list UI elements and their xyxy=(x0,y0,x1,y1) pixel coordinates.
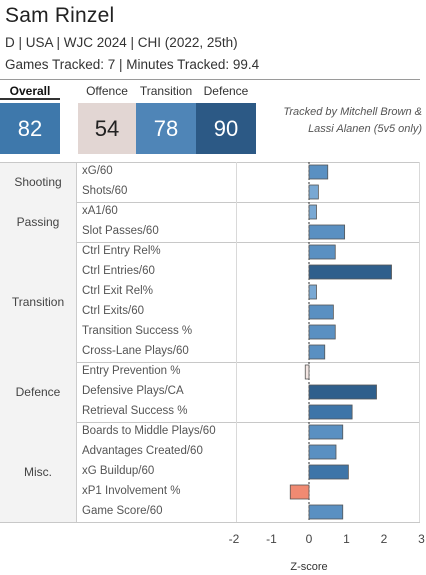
bar-slot-passes-60 xyxy=(308,224,346,240)
category-transition: Transition xyxy=(0,242,77,362)
score-value-overall: 82 xyxy=(0,103,60,154)
category-shooting: Shooting xyxy=(0,162,77,202)
bar-xg-buildup-60 xyxy=(308,464,349,480)
tracked-by-note: Tracked by Mitchell Brown & Lassi Alanen… xyxy=(283,106,422,135)
category-misc: Misc. xyxy=(0,422,77,522)
bar-cross-lane-plays-60 xyxy=(308,344,326,360)
x-axis-label: Z-score xyxy=(290,561,328,573)
group-separator xyxy=(0,202,420,203)
bar-advantages-created-60 xyxy=(308,444,337,460)
group-separator xyxy=(0,422,420,423)
bar-boards-to-middle-plays-60 xyxy=(308,424,344,440)
bar-game-score-60 xyxy=(308,504,344,520)
bar-entry-prevention xyxy=(304,364,310,380)
score-label-defence: Defence xyxy=(203,84,249,98)
bar-ctrl-exits-60 xyxy=(308,304,334,320)
group-separator xyxy=(0,522,420,523)
metric-label: Boards to Middle Plays/60 xyxy=(82,425,216,437)
plot-left-border xyxy=(236,162,237,522)
table-top-rule xyxy=(0,162,420,163)
bar-ctrl-entries-60 xyxy=(308,264,392,280)
group-separator xyxy=(0,362,420,363)
category-passing: Passing xyxy=(0,202,77,242)
metric-label: Ctrl Entries/60 xyxy=(82,265,155,277)
x-tick-label: 0 xyxy=(305,532,313,546)
bar-ctrl-entry-rel xyxy=(308,244,336,260)
score-value-defence: 90 xyxy=(196,103,256,154)
metric-label: xG/60 xyxy=(82,165,113,177)
metrics-table: Shooting xG/60 Shots/60 Passing xA1/60 Slot P… xyxy=(0,162,420,524)
bar-ctrl-exit-rel xyxy=(308,284,317,300)
metric-label: Advantages Created/60 xyxy=(82,445,203,457)
metric-label: Game Score/60 xyxy=(82,505,163,517)
metric-label: Ctrl Entry Rel% xyxy=(82,245,161,257)
bar-xg-60 xyxy=(308,164,329,180)
metric-label: Ctrl Exit Rel% xyxy=(82,285,153,297)
metric-label: Defensive Plays/CA xyxy=(82,385,184,397)
x-tick-label: 2 xyxy=(380,532,388,546)
bar-retrieval-success xyxy=(308,404,353,420)
group-separator xyxy=(0,242,420,243)
player-name: Sam Rinzel xyxy=(5,4,115,27)
x-tick-label: 3 xyxy=(418,532,425,546)
metric-label: Retrieval Success % xyxy=(82,405,188,417)
metric-label: xA1/60 xyxy=(82,205,118,217)
x-tick-label: -2 xyxy=(228,532,240,546)
score-value-transition: 78 xyxy=(136,103,196,154)
header-rule xyxy=(0,79,420,80)
bar-xa1-60 xyxy=(308,204,317,220)
score-label-transition: Transition xyxy=(139,84,193,98)
x-tick-label: 1 xyxy=(343,532,350,546)
bar-defensive-plays-ca xyxy=(308,384,377,400)
metric-label: xP1 Involvement % xyxy=(82,485,181,497)
tracking-info: Games Tracked: 7 | Minutes Tracked: 99.4 xyxy=(5,57,260,72)
score-value-offence: 54 xyxy=(78,103,136,154)
metric-label: Ctrl Exits/60 xyxy=(82,305,144,317)
metric-label: Entry Prevention % xyxy=(82,365,181,377)
metric-label: xG Buildup/60 xyxy=(82,465,155,477)
category-defence: Defence xyxy=(0,362,77,422)
bar-shots-60 xyxy=(308,184,319,200)
plot-right-border xyxy=(419,162,420,522)
player-info: D | USA | WJC 2024 | CHI (2022, 25th) xyxy=(5,35,238,50)
bar-transition-success xyxy=(308,324,336,340)
metric-label: Cross-Lane Plays/60 xyxy=(82,345,189,357)
score-label-offence: Offence xyxy=(86,84,128,98)
metric-label: Slot Passes/60 xyxy=(82,225,159,237)
x-tick-label: -1 xyxy=(266,532,277,546)
bar-xp1-involvement xyxy=(289,484,310,500)
score-label-overall: Overall xyxy=(9,84,51,98)
overall-underline xyxy=(0,98,60,100)
metric-label: Shots/60 xyxy=(82,185,128,197)
metric-label: Transition Success % xyxy=(82,325,193,337)
